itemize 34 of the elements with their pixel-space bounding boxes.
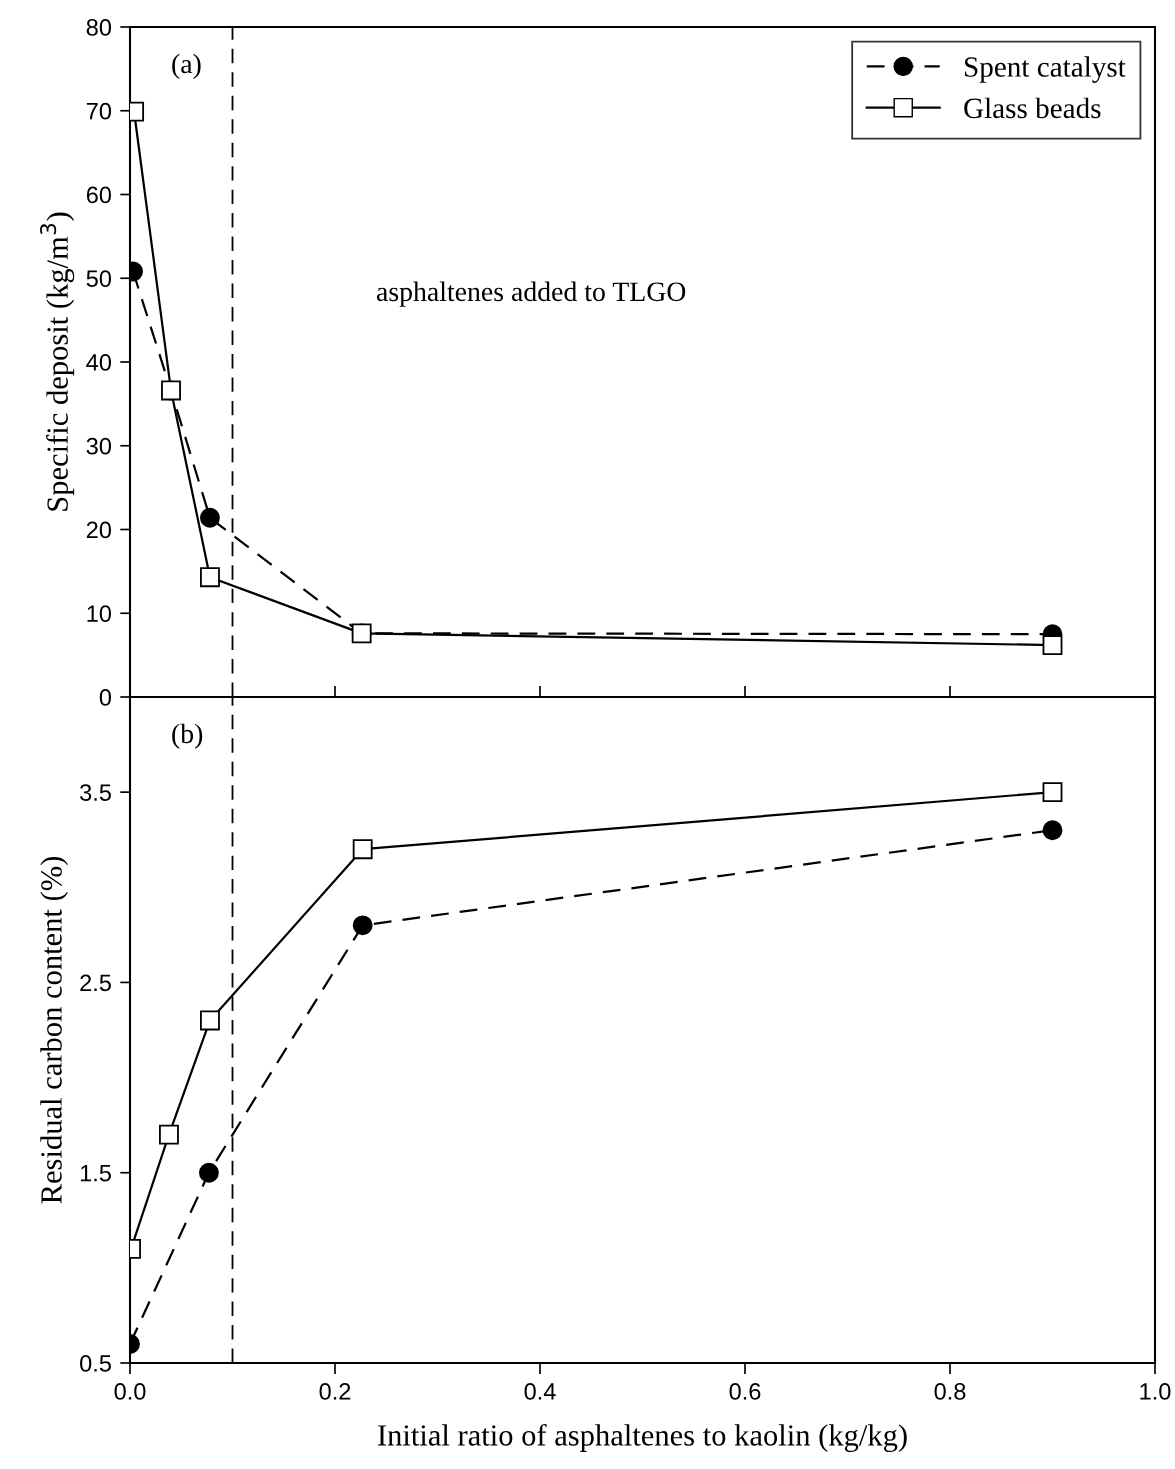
y-tick-label: 1.5: [80, 1165, 111, 1182]
point: [1042, 635, 1063, 656]
y-tick-label: 30: [86, 437, 112, 455]
x-tick-label: 1.0: [1140, 1383, 1171, 1400]
y-tick-label: 80: [86, 19, 112, 36]
y-tick-label: 40: [86, 354, 112, 371]
y-axis-title: Residual carbon content (%): [40, 856, 69, 1204]
annotation: (b): [172, 723, 203, 749]
annotation: asphaltenes added to TLGO: [376, 281, 686, 307]
y-tick-label: 10: [87, 605, 112, 623]
y-axis-title: Specific deposit (kg/m$^{3}$): [40, 212, 75, 511]
x-tick-label: 0.6: [729, 1383, 761, 1400]
y-tick-label: 50: [86, 270, 112, 288]
y-tick-label: 0.5: [80, 1355, 111, 1372]
y-tick-label: 3.5: [80, 784, 111, 801]
y-tick-label: 60: [86, 186, 112, 204]
x-tick-label: 0.0: [114, 1383, 146, 1400]
point: [1042, 820, 1063, 841]
annotation: (a): [172, 53, 201, 79]
legend-label: Glass beads: [964, 97, 1101, 119]
point: [352, 839, 373, 860]
y-tick-label: 20: [86, 521, 112, 539]
x-axis-title: Initial ratio of asphaltenes to kaolin (kg/kg): [378, 1423, 907, 1453]
x-tick-label: 0.2: [319, 1383, 351, 1400]
point: [200, 507, 220, 528]
point: [352, 915, 373, 936]
x-tick-label: 0.4: [524, 1383, 556, 1400]
y-tick-label: 0: [99, 689, 112, 706]
y-tick-label: 2.5: [80, 974, 111, 992]
point: [198, 1162, 219, 1183]
y-tick-label: 70: [86, 102, 112, 120]
point: [200, 1010, 220, 1031]
x-tick-label: 0.8: [934, 1383, 966, 1400]
legend-label: Spent catalyst: [964, 56, 1126, 83]
